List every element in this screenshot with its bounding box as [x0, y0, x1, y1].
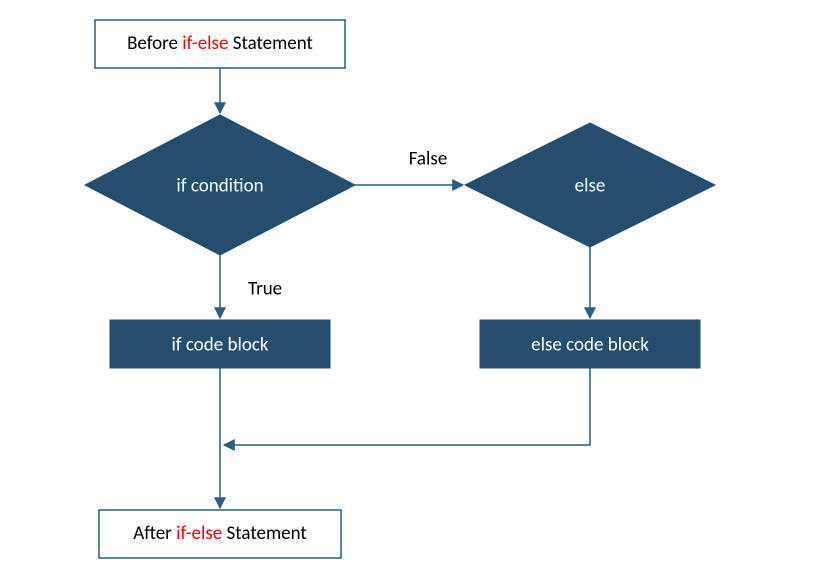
edge-label-false: False — [409, 148, 448, 171]
if-block-label: if code block — [171, 334, 268, 357]
node-if-condition: if condition — [85, 115, 355, 255]
else-label: else — [575, 175, 606, 198]
flowchart: Before if-else Statement if condition el… — [0, 0, 832, 588]
after-label: After if-else Statement — [133, 522, 307, 545]
node-else-block: else code block — [480, 320, 700, 368]
else-block-label: else code block — [531, 334, 649, 357]
edge-label-true: True — [248, 278, 282, 301]
node-after: After if-else Statement — [99, 510, 341, 558]
before-label: Before if-else Statement — [127, 32, 313, 55]
node-else: else — [465, 123, 715, 247]
node-before: Before if-else Statement — [95, 20, 345, 68]
if-condition-label: if condition — [176, 175, 263, 198]
node-if-block: if code block — [110, 320, 330, 368]
edge-elseblock-merge — [224, 368, 590, 445]
